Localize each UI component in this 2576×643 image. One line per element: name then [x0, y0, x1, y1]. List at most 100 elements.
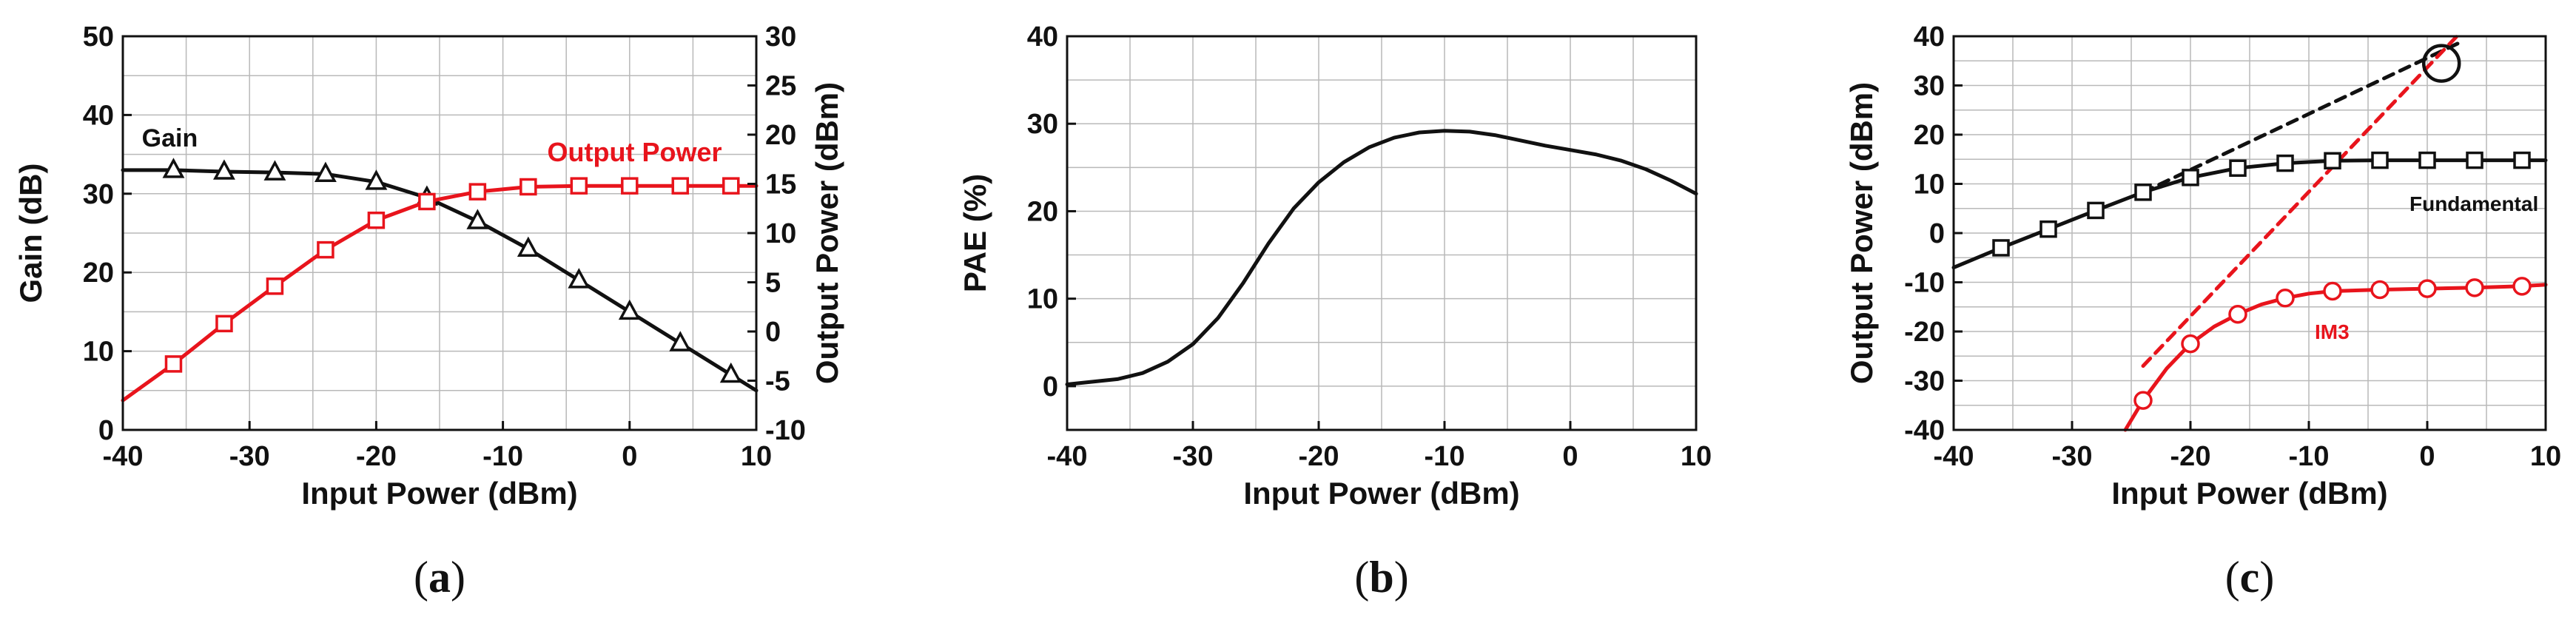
- circle-marker: [2133, 391, 2153, 410]
- square-marker: [468, 183, 487, 201]
- panel-c-x-axis-label: Input Power (dBm): [2111, 476, 2387, 511]
- square-marker: [2324, 152, 2341, 169]
- square-marker: [722, 177, 740, 195]
- y2-tick-label: 15: [765, 169, 796, 201]
- panel-c-tick-labels: -40 -30 -20 -10 0 10 -40 -30 -20 -10 0 10 20 30 40: [1904, 21, 2561, 472]
- panel-c-im3: -40 -30 -20 -10 0 10 -40 -30 -20 -10 0 10 20 30 40 Inp…: [1844, 21, 2561, 602]
- square-marker: [2182, 169, 2199, 186]
- panel-b-caption: (b): [1354, 553, 1408, 602]
- x-tick-label: -30: [229, 441, 270, 472]
- dashed-extrapolation-line: [2141, 34, 2459, 368]
- panel-b-plot-frame: [1066, 35, 1698, 431]
- square-marker: [2087, 201, 2105, 220]
- x-tick-label: 10: [1681, 441, 1712, 472]
- x-tick-label: -20: [356, 441, 397, 472]
- y-tick-label: 30: [83, 179, 114, 210]
- y2-tick-label: 0: [765, 317, 781, 348]
- y2-tick-label: -10: [765, 415, 806, 446]
- panel-c-annotation-fundamental: Fundamental: [2409, 192, 2538, 215]
- y-tick-label: 20: [1914, 120, 1945, 151]
- y2-tick-label: 30: [765, 21, 796, 53]
- y-tick-label: 50: [83, 21, 114, 53]
- y2-tick-label: 20: [765, 120, 796, 151]
- x-tick-label: -20: [1299, 441, 1339, 472]
- y-tick-label: 40: [1027, 21, 1058, 53]
- series-line: [1065, 129, 1698, 386]
- square-marker: [2418, 151, 2436, 169]
- panel-c-annotation-im3: IM3: [2315, 320, 2350, 343]
- panel-b-pae: -40 -30 -20 -10 0 10 0 10 20 30 40 Input Power (dB…: [958, 21, 1712, 602]
- y-tick-label: -30: [1904, 366, 1945, 397]
- circle-marker: [2181, 334, 2200, 354]
- y-tick-label: 30: [1914, 71, 1945, 102]
- x-tick-label: 10: [2530, 441, 2561, 472]
- panel-b-x-axis-label: Input Power (dBm): [1243, 476, 1519, 511]
- panel-b-tick-labels: -40 -30 -20 -10 0 10 0 10 20 30 40: [1027, 21, 1712, 472]
- x-tick-label: -10: [482, 441, 523, 472]
- x-tick-label: 0: [1562, 441, 1578, 472]
- x-tick-label: -40: [1934, 441, 1974, 472]
- series-line: [121, 168, 759, 393]
- panel-a-caption: (a): [414, 553, 465, 602]
- x-tick-label: -30: [1173, 441, 1214, 472]
- circle-marker: [2465, 278, 2484, 297]
- y2-tick-label: 5: [765, 268, 781, 299]
- square-marker: [2466, 151, 2483, 169]
- square-marker: [519, 178, 537, 196]
- square-marker: [2134, 184, 2152, 201]
- square-marker: [2229, 159, 2247, 177]
- panel-a-tick-labels: -40 -30 -20 -10 0 10 0 10 20 30 40 50 -10 -5 0 5 10 15 20 2…: [83, 21, 806, 472]
- square-marker: [418, 192, 436, 211]
- square-marker: [2276, 154, 2294, 172]
- panel-b-series: [1065, 129, 1698, 386]
- y-tick-label: -40: [1904, 415, 1945, 446]
- x-tick-label: -40: [1047, 441, 1088, 472]
- square-marker: [671, 177, 690, 195]
- triangle-marker: [568, 268, 591, 289]
- x-tick-label: -10: [2289, 441, 2330, 472]
- triangle-marker: [213, 159, 235, 180]
- y-tick-label: 30: [1027, 109, 1058, 140]
- x-tick-label: 10: [741, 441, 772, 472]
- triangle-marker: [314, 161, 337, 182]
- panel-a-legend-gain: Gain: [142, 124, 198, 152]
- panel-c-caption: (c): [2225, 553, 2275, 602]
- square-marker: [621, 177, 639, 195]
- y-tick-label: 20: [1027, 196, 1058, 227]
- y-tick-label: -20: [1904, 317, 1945, 348]
- y-tick-label: 40: [1914, 21, 1945, 53]
- x-tick-label: -40: [103, 441, 144, 472]
- square-marker: [317, 240, 334, 259]
- y-tick-label: 0: [98, 415, 114, 446]
- y-tick-label: 0: [1929, 218, 1945, 249]
- triangle-marker: [517, 236, 539, 257]
- panel-a-x-axis-label: Input Power (dBm): [301, 476, 577, 511]
- panel-c-series: [1951, 34, 2548, 432]
- triangle-marker: [263, 160, 286, 181]
- circle-marker: [2512, 277, 2532, 296]
- triangle-marker: [365, 169, 388, 190]
- x-tick-label: -30: [2052, 441, 2093, 472]
- intercept-circle: [2421, 44, 2461, 83]
- circle-marker: [2370, 280, 2390, 300]
- circle-marker: [2323, 281, 2342, 301]
- circle-marker: [2276, 289, 2295, 308]
- panel-a-legend-output-power: Output Power: [548, 137, 722, 167]
- square-marker: [1992, 239, 2010, 257]
- triangle-marker: [669, 331, 692, 351]
- x-tick-label: 0: [2419, 441, 2435, 472]
- panel-c-y-axis-label: Output Power (dBm): [1844, 82, 1879, 384]
- y2-tick-label: 25: [765, 71, 796, 102]
- triangle-marker: [618, 299, 641, 320]
- dashed-extrapolation-line: [2141, 39, 2465, 195]
- y-tick-label: 10: [1914, 169, 1945, 201]
- circle-marker: [2418, 279, 2437, 298]
- y-tick-label: 10: [83, 337, 114, 368]
- square-marker: [164, 355, 183, 373]
- y2-tick-label: -5: [765, 366, 790, 397]
- triangle-marker: [162, 158, 185, 178]
- square-marker: [367, 211, 386, 229]
- panel-a-grid: [122, 36, 757, 431]
- y-tick-label: 40: [83, 100, 114, 131]
